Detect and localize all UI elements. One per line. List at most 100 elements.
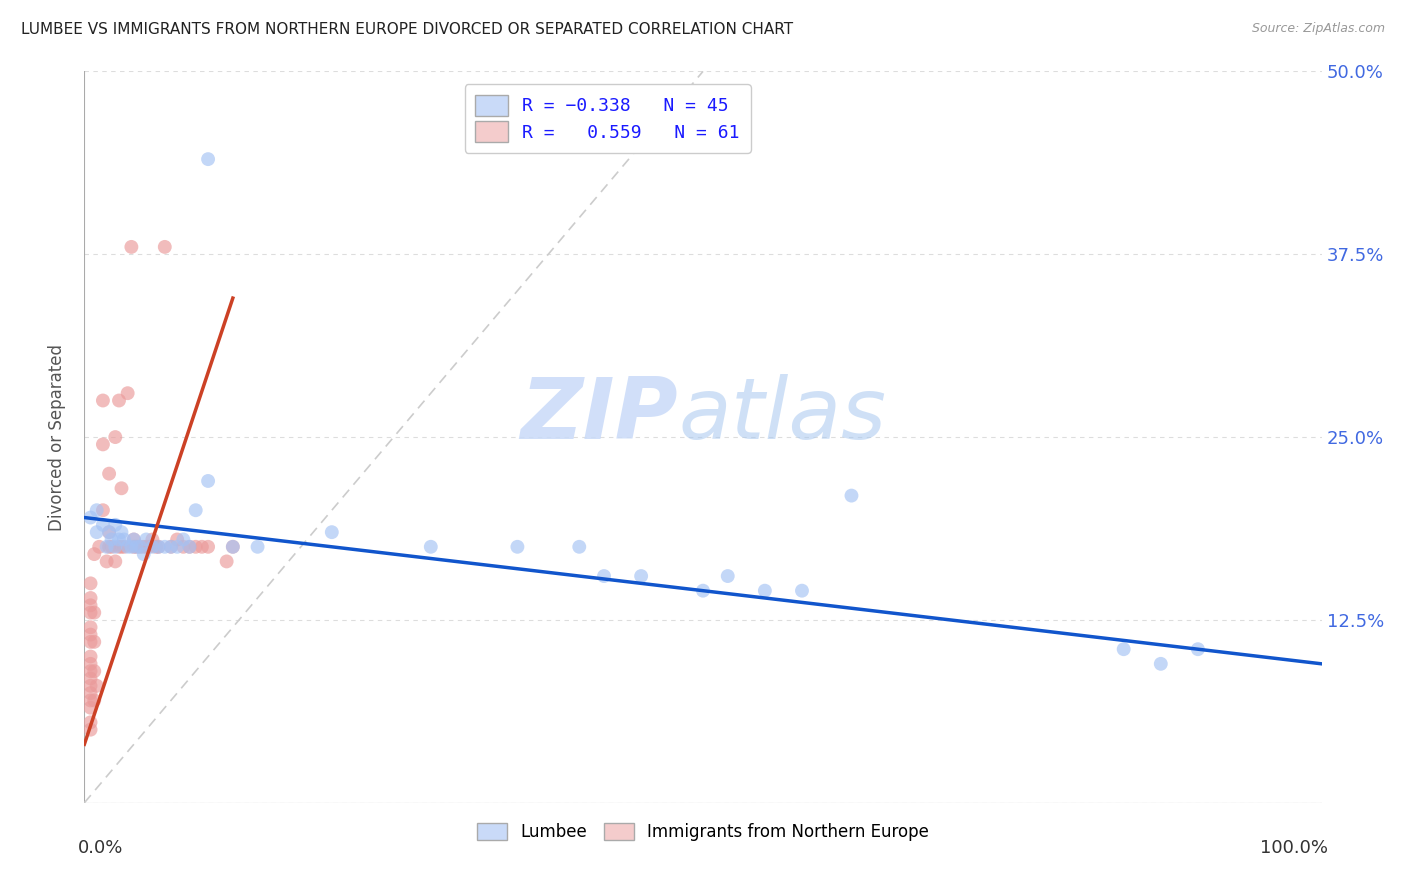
Point [568,540,591,554]
Point [145,540,167,554]
Point [191,540,214,554]
Legend: Lumbee, Immigrants from Northern Europe: Lumbee, Immigrants from Northern Europe [468,814,938,849]
Point [79,700,101,714]
Point [79,657,101,671]
Point [321,525,343,540]
Point [135,540,157,554]
Text: 0.0%: 0.0% [79,839,124,857]
Point [83,635,105,649]
Point [717,569,740,583]
Y-axis label: Divorced or Separated: Divorced or Separated [48,343,66,531]
Point [141,533,163,547]
Point [110,481,132,495]
Point [754,583,776,598]
Point [79,715,101,730]
Point [132,547,155,561]
Point [172,540,194,554]
Point [138,540,160,554]
Point [222,540,245,554]
Point [246,540,269,554]
Text: Source: ZipAtlas.com: Source: ZipAtlas.com [1251,22,1385,36]
Point [692,583,714,598]
Point [593,569,616,583]
Point [184,540,207,554]
Point [197,474,219,488]
Point [141,540,163,554]
Point [179,540,201,554]
Text: 100.0%: 100.0% [1260,839,1327,857]
Point [148,540,170,554]
Point [79,627,101,641]
Point [1187,642,1209,657]
Point [166,533,188,547]
Point [197,152,219,166]
Point [104,517,127,532]
Point [91,517,114,532]
Point [89,540,111,554]
Point [98,525,121,540]
Point [98,540,121,554]
Text: LUMBEE VS IMMIGRANTS FROM NORTHERN EUROPE DIVORCED OR SEPARATED CORRELATION CHAR: LUMBEE VS IMMIGRANTS FROM NORTHERN EUROP… [21,22,793,37]
Point [79,693,101,707]
Point [79,576,101,591]
Point [110,540,132,554]
Point [79,664,101,678]
Point [160,540,183,554]
Point [91,437,114,451]
Point [135,533,157,547]
Point [120,540,142,554]
Point [110,525,132,540]
Point [79,599,101,613]
Point [83,693,105,707]
Point [100,540,122,554]
Point [125,540,148,554]
Point [1150,657,1173,671]
Point [83,664,105,678]
Point [419,540,441,554]
Point [79,635,101,649]
Point [122,533,145,547]
Point [79,686,101,700]
Point [86,525,108,540]
Point [79,620,101,634]
Point [112,533,135,547]
Point [184,503,207,517]
Point [79,649,101,664]
Point [96,554,118,568]
Point [86,503,108,517]
Point [79,672,101,686]
Point [630,569,652,583]
Point [153,240,176,254]
Point [117,386,139,401]
Point [132,540,155,554]
Point [172,533,194,547]
Point [148,540,170,554]
Point [125,540,148,554]
Point [129,540,152,554]
Point [104,540,127,554]
Point [79,510,101,524]
Point [122,540,145,554]
Point [91,393,114,408]
Point [790,583,813,598]
Point [96,540,118,554]
Point [120,240,142,254]
Point [104,554,127,568]
Point [197,540,219,554]
Point [104,430,127,444]
Point [108,540,131,554]
Point [153,540,176,554]
Point [129,540,152,554]
Point [108,393,131,408]
Point [79,679,101,693]
Point [86,679,108,693]
Point [117,540,139,554]
Text: ZIP: ZIP [520,374,678,457]
Point [79,591,101,605]
Point [98,525,121,540]
Point [506,540,529,554]
Point [222,540,245,554]
Point [1112,642,1135,657]
Point [179,540,201,554]
Point [79,606,101,620]
